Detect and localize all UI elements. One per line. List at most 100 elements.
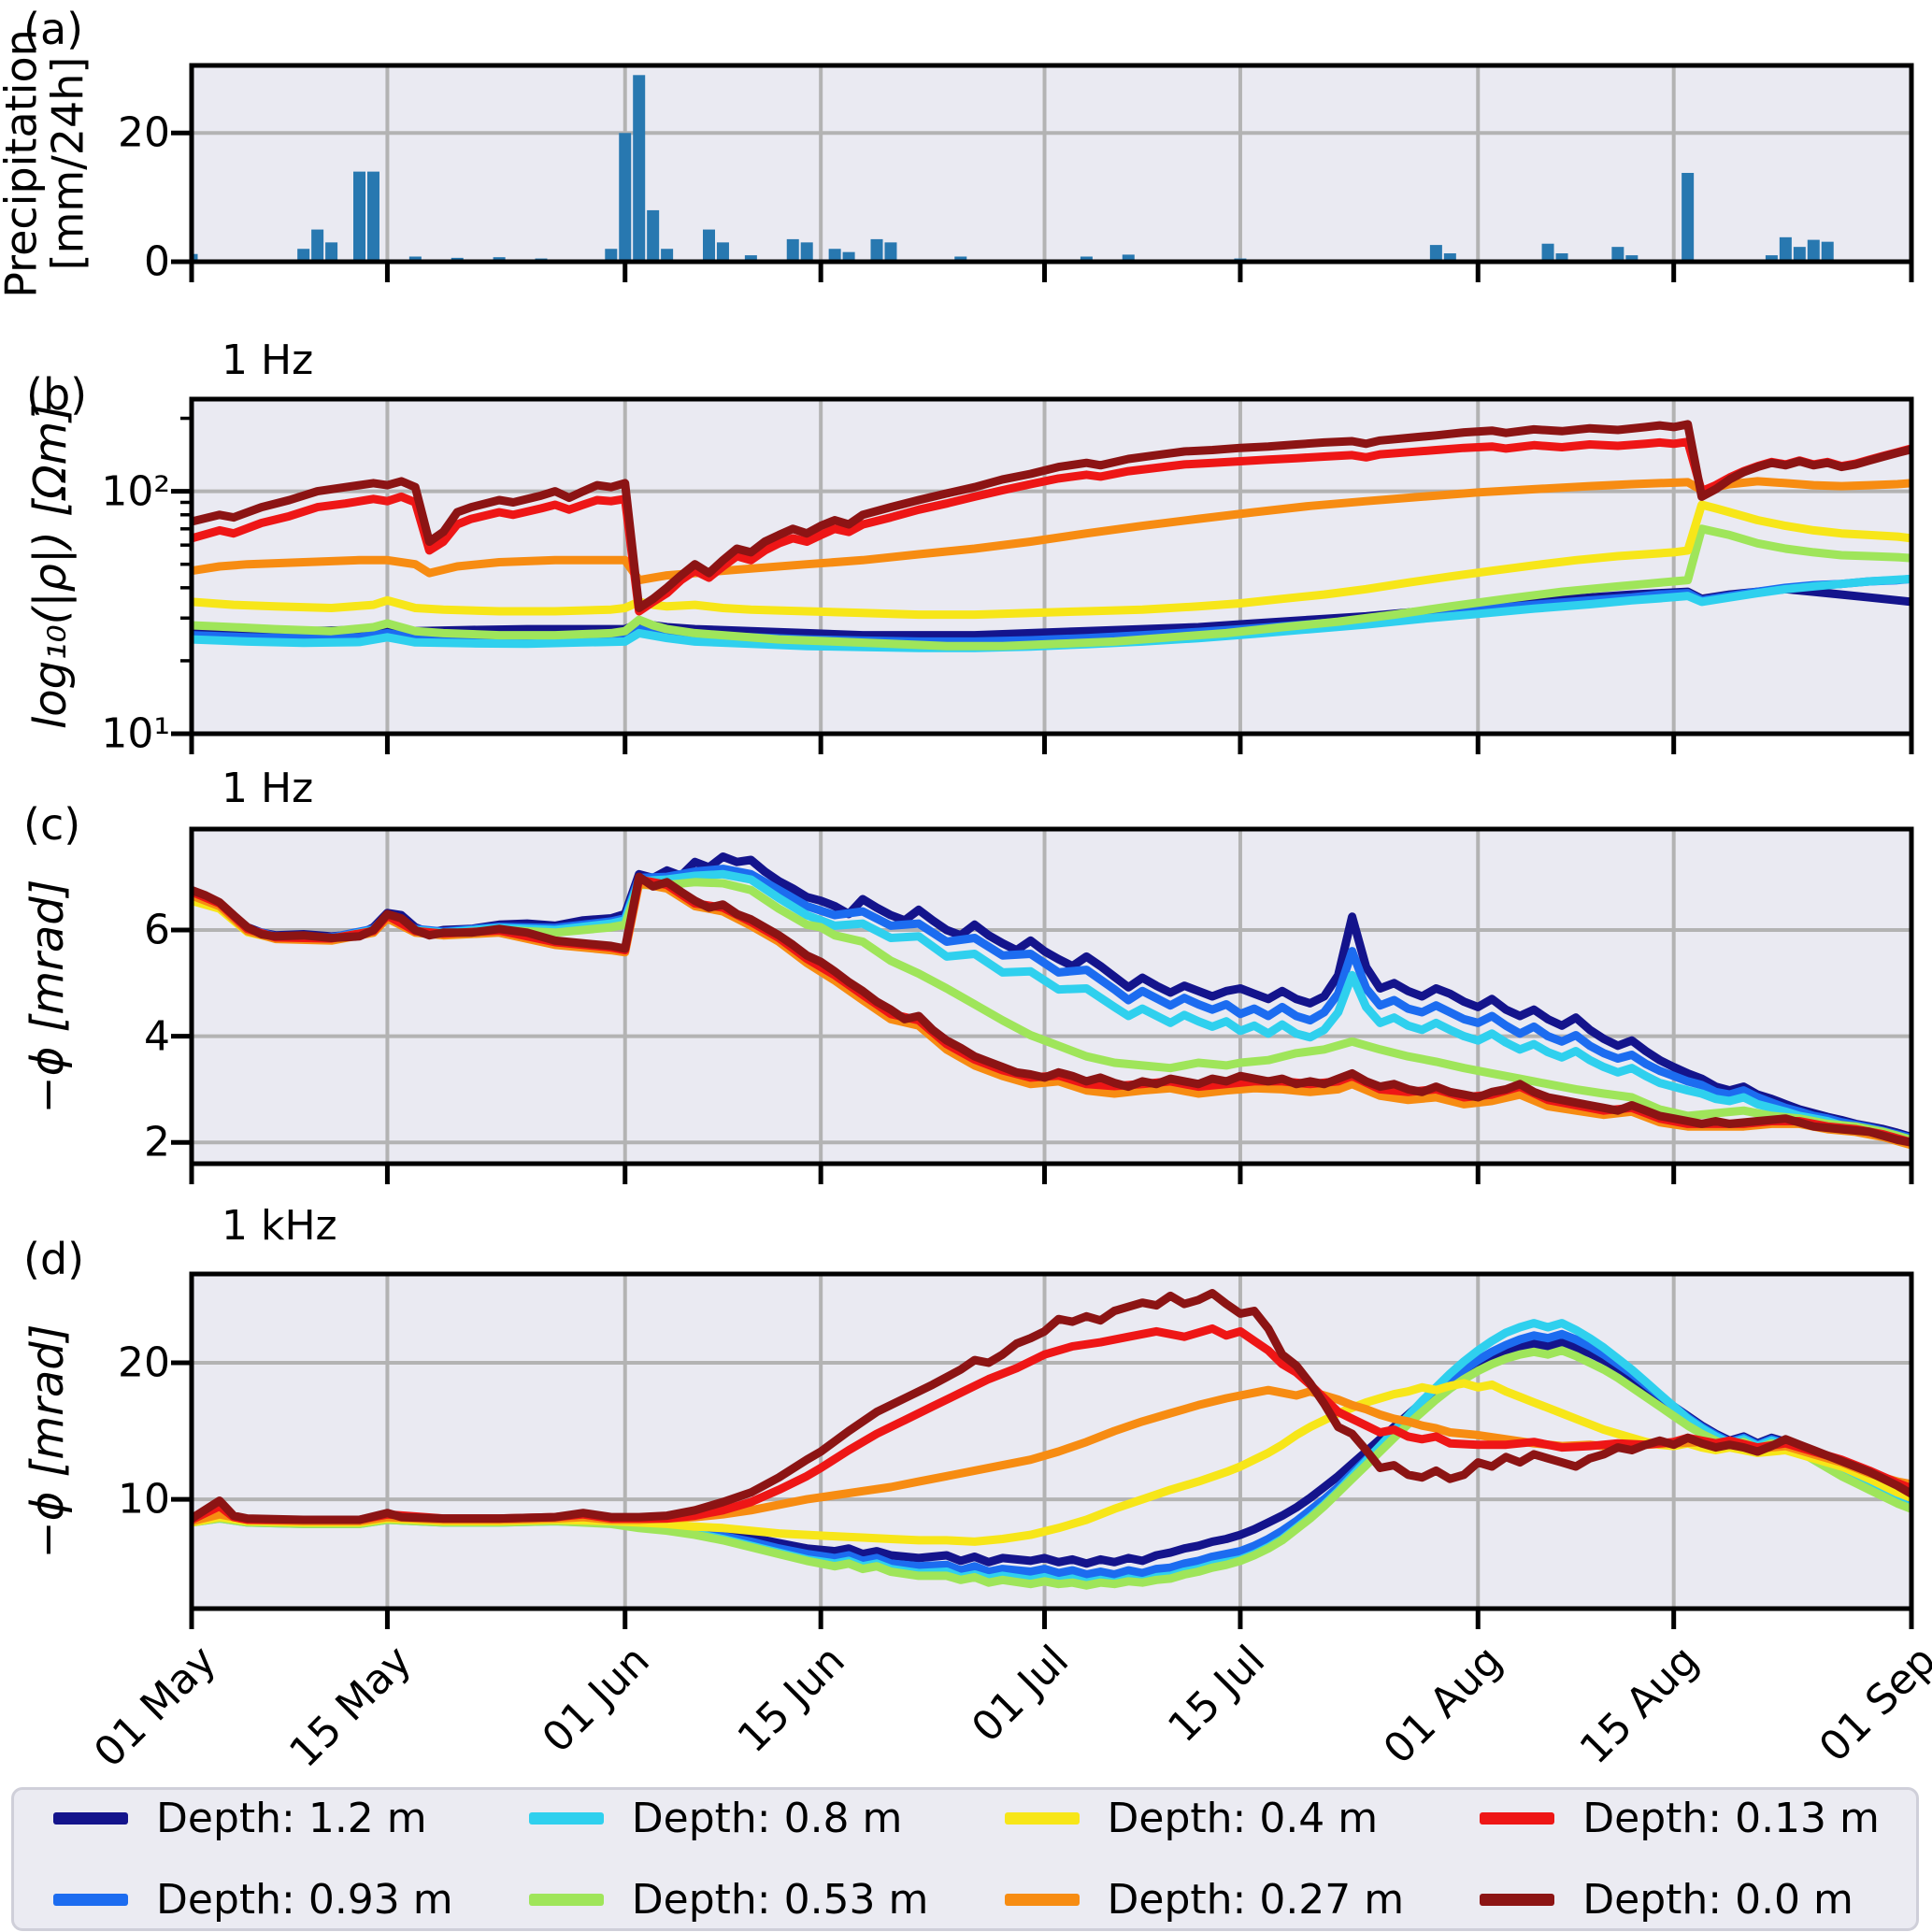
legend-label: Depth: 0.27 m bbox=[1107, 1876, 1405, 1924]
legend-swatch-icon bbox=[53, 1812, 128, 1825]
precipitation-bar bbox=[1080, 256, 1093, 262]
precipitation-bar bbox=[1122, 254, 1135, 262]
panel-d-ytick-0: 20 bbox=[118, 1338, 170, 1387]
precipitation-bar bbox=[647, 209, 660, 262]
precipitation-bar bbox=[1625, 255, 1639, 262]
panel-b-ytick-1: 10¹ bbox=[101, 709, 170, 758]
legend-item-0.4m: Depth: 0.4 m bbox=[966, 1795, 1441, 1842]
panel-a-ytick-1: 0 bbox=[144, 237, 170, 286]
precipitation-bar bbox=[842, 251, 855, 262]
series-0.53m bbox=[192, 524, 1911, 651]
legend-swatch-icon bbox=[528, 1894, 604, 1906]
precipitation-bar bbox=[1682, 172, 1695, 262]
precipitation-bar bbox=[353, 171, 366, 262]
series-0.4m bbox=[192, 500, 1911, 620]
panel-b-ytick-0: 10² bbox=[101, 467, 170, 516]
panel-a-spines bbox=[189, 63, 1914, 265]
legend-item-0.53m: Depth: 0.53 m bbox=[490, 1876, 966, 1924]
precipitation-bar bbox=[1443, 253, 1456, 262]
panel-d-spines bbox=[189, 1271, 1914, 1611]
legend-swatch-icon bbox=[1480, 1812, 1555, 1825]
precipitation-bar bbox=[716, 242, 729, 262]
panel-a-ytick-0: 20 bbox=[118, 108, 170, 157]
precipitation-bar bbox=[1555, 253, 1568, 262]
panel-d-ticks bbox=[171, 1360, 1914, 1629]
panel-b-spines bbox=[189, 396, 1914, 737]
precipitation-bar bbox=[1611, 247, 1624, 262]
precipitation-bar bbox=[954, 256, 967, 262]
legend-item-0.13m: Depth: 0.13 m bbox=[1440, 1795, 1916, 1842]
legend-swatch-icon bbox=[1004, 1812, 1080, 1825]
precipitation-bar bbox=[828, 249, 841, 262]
legend-item-0.0m: Depth: 0.0 m bbox=[1440, 1876, 1916, 1924]
precipitation-bar bbox=[297, 249, 310, 262]
panel-d-chart bbox=[171, 1271, 1914, 1629]
precipitation-bar bbox=[800, 242, 813, 262]
precipitation-bar bbox=[366, 171, 379, 262]
panel-d-title: 1 kHz bbox=[222, 1202, 337, 1250]
precipitation-bar bbox=[744, 255, 757, 262]
panel-b-chart bbox=[171, 396, 1914, 754]
series-0.0m bbox=[192, 420, 1911, 612]
precipitation-bars bbox=[192, 75, 1834, 262]
panel-d-letter: (d) bbox=[23, 1234, 85, 1284]
precipitation-bar bbox=[1429, 245, 1442, 262]
legend-label: Depth: 0.8 m bbox=[631, 1795, 903, 1842]
legend-swatch-icon bbox=[528, 1812, 604, 1825]
precipitation-bar bbox=[1779, 236, 1792, 262]
panel-c-ytick-2: 2 bbox=[144, 1118, 170, 1166]
precipitation-bar bbox=[1821, 241, 1834, 262]
legend-label: Depth: 0.0 m bbox=[1582, 1876, 1853, 1924]
precipitation-bar bbox=[661, 249, 674, 262]
precipitation-bar bbox=[1541, 243, 1554, 262]
panel-c-chart bbox=[171, 826, 1914, 1184]
precipitation-bar bbox=[702, 229, 715, 262]
legend-label: Depth: 0.13 m bbox=[1582, 1795, 1880, 1842]
panel-b-letter: (b) bbox=[26, 369, 88, 420]
precipitation-bar bbox=[633, 75, 646, 262]
panel-c-ytick-1: 4 bbox=[144, 1012, 170, 1061]
panel-c-spines bbox=[189, 826, 1914, 1166]
legend-label: Depth: 0.93 m bbox=[156, 1876, 453, 1924]
legend-swatch-icon bbox=[1004, 1894, 1080, 1906]
precipitation-bar bbox=[408, 256, 422, 262]
panel-a-chart bbox=[171, 63, 1914, 282]
legend-item-1.2m: Depth: 1.2 m bbox=[14, 1795, 490, 1842]
panel-c-ticks bbox=[171, 927, 1914, 1184]
legend-item-0.8m: Depth: 0.8 m bbox=[490, 1795, 966, 1842]
precipitation-bar bbox=[325, 242, 338, 262]
precipitation-bar bbox=[786, 238, 799, 262]
precipitation-bar bbox=[192, 253, 198, 262]
legend-swatch-icon bbox=[53, 1894, 128, 1906]
panel-c-ytick-0: 6 bbox=[144, 906, 170, 954]
precipitation-bar bbox=[619, 133, 632, 262]
precipitation-bar bbox=[884, 242, 897, 262]
legend-item-0.27m: Depth: 0.27 m bbox=[966, 1876, 1441, 1924]
panel-b-ticks bbox=[171, 416, 1914, 754]
precipitation-bar bbox=[1793, 247, 1806, 262]
panel-a-ticks bbox=[171, 130, 1914, 282]
panel-a-face bbox=[192, 65, 1911, 262]
series-0.53m bbox=[192, 1346, 1911, 1590]
precipitation-bar bbox=[311, 229, 324, 262]
series-0.0m bbox=[192, 1289, 1911, 1524]
legend-label: Depth: 0.4 m bbox=[1107, 1795, 1379, 1842]
legend-item-0.93m: Depth: 0.93 m bbox=[14, 1876, 490, 1924]
series-0.53m bbox=[192, 878, 1911, 1144]
panel-c-letter: (c) bbox=[23, 799, 81, 850]
panel-c-title: 1 Hz bbox=[222, 765, 314, 812]
panel-a-grid bbox=[192, 65, 1911, 262]
panel-d-ytick-1: 10 bbox=[118, 1475, 170, 1524]
precipitation-bar bbox=[605, 249, 618, 262]
legend-swatch-icon bbox=[1480, 1894, 1555, 1906]
precipitation-bar bbox=[870, 238, 883, 262]
legend-label: Depth: 1.2 m bbox=[156, 1795, 427, 1842]
precipitation-bar bbox=[1765, 255, 1778, 262]
legend: Depth: 1.2 m Depth: 0.8 m Depth: 0.4 m Dept… bbox=[11, 1787, 1919, 1931]
panel-a-letter: (a) bbox=[23, 4, 84, 54]
precipitation-bar bbox=[1807, 239, 1820, 262]
series-0.0m bbox=[192, 872, 1911, 1147]
panel-b-ylabel: log₁₀(|ρ|) [Ωm] bbox=[24, 403, 78, 730]
panel-b-title: 1 Hz bbox=[222, 336, 314, 384]
